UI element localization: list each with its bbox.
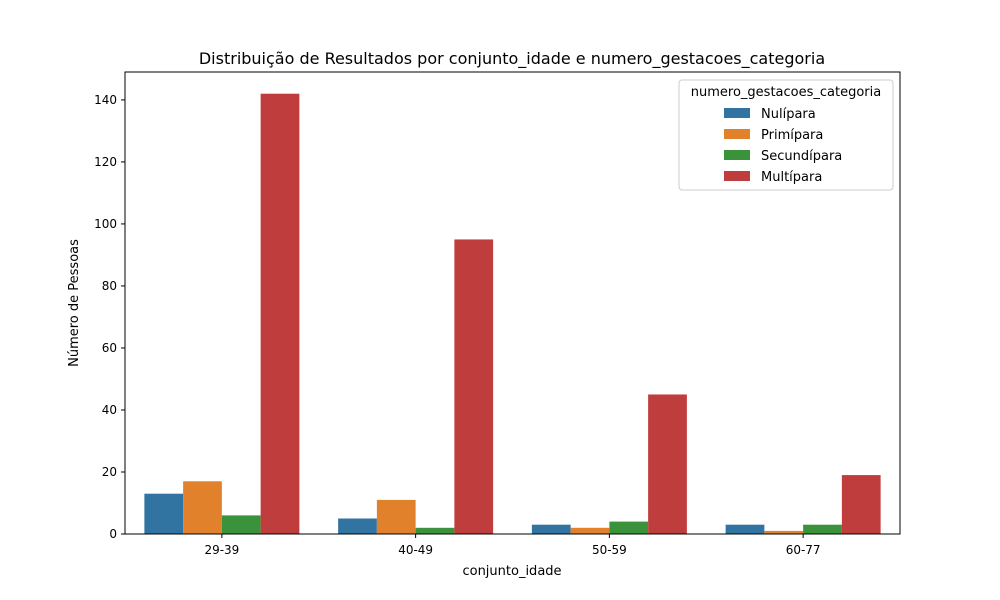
chart-title: Distribuição de Resultados por conjunto_…: [199, 49, 825, 69]
y-tick-label: 120: [94, 155, 117, 169]
legend-label-multípara: Multípara: [761, 170, 822, 185]
bar-50-59-secundípara: [609, 521, 649, 534]
legend-swatch-multípara: [724, 171, 750, 181]
axes-frame: [124, 71, 901, 535]
y-tick-label: 100: [94, 217, 117, 231]
x-tick-label: 50-59: [592, 543, 627, 557]
bar-29-39-primípara: [183, 481, 222, 534]
legend-swatch-secundípara: [724, 150, 750, 160]
y-axis-label: Número de Pessoas: [67, 239, 82, 367]
bar-40-49-nulípara: [338, 518, 377, 534]
bar-29-39-multípara: [260, 93, 300, 534]
legend-box: [678, 79, 894, 191]
y-tick-label: 80: [102, 279, 117, 293]
bar-29-39-nulípara: [144, 493, 184, 534]
bar-50-59-multípara: [648, 394, 687, 534]
y-tick-label: 140: [94, 93, 117, 107]
bar-40-49-primípara: [376, 499, 416, 534]
legend-title: numero_gestacoes_categoria: [691, 85, 881, 100]
y-tick-label: 40: [102, 403, 117, 417]
bar-60-77-primípara: [764, 530, 804, 534]
legend-label-primípara: Primípara: [761, 128, 823, 143]
bar-60-77-multípara: [841, 475, 881, 534]
legend-swatch-primípara: [724, 129, 750, 139]
x-tick-label: 60-77: [786, 543, 821, 557]
bar-29-39-secundípara: [221, 515, 261, 534]
legend: numero_gestacoes_categoria Nulípara Primíp…: [678, 79, 894, 191]
x-axis-label: conjunto_idade: [462, 564, 561, 579]
y-tick-label: 60: [102, 341, 117, 355]
bar-40-49-secundípara: [415, 527, 455, 534]
y-tick-label: 0: [109, 527, 117, 541]
legend-swatch-nulípara: [724, 108, 750, 118]
bar-50-59-primípara: [570, 527, 610, 534]
legend-label-secundípara: Secundípara: [761, 149, 842, 164]
bar-60-77-nulípara: [725, 524, 765, 534]
plot-area: 0 20 40 60 80 100 120 140 29-39 40-49 50-59 60-77: [94, 71, 901, 557]
bar-50-59-nulípara: [531, 524, 571, 534]
x-tick-label: 29-39: [204, 543, 239, 557]
bar-60-77-secundípara: [803, 524, 842, 534]
x-tick-label: 40-49: [398, 543, 433, 557]
bar-40-49-multípara: [454, 239, 494, 534]
y-tick-label: 20: [102, 465, 117, 479]
legend-label-nulípara: Nulípara: [761, 107, 816, 122]
